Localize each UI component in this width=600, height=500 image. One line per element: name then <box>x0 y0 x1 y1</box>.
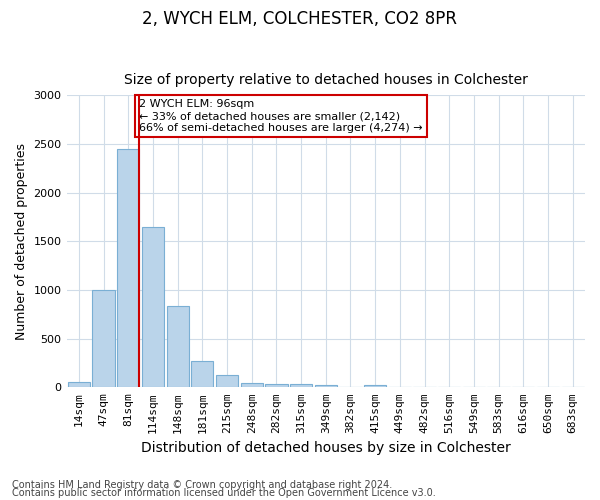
Bar <box>241 383 263 388</box>
Bar <box>117 148 139 388</box>
Bar <box>142 226 164 388</box>
Bar <box>364 385 386 388</box>
Bar <box>191 360 214 388</box>
X-axis label: Distribution of detached houses by size in Colchester: Distribution of detached houses by size … <box>141 441 511 455</box>
Text: Contains HM Land Registry data © Crown copyright and database right 2024.: Contains HM Land Registry data © Crown c… <box>12 480 392 490</box>
Y-axis label: Number of detached properties: Number of detached properties <box>15 142 28 340</box>
Text: 2 WYCH ELM: 96sqm
← 33% of detached houses are smaller (2,142)
66% of semi-detac: 2 WYCH ELM: 96sqm ← 33% of detached hous… <box>139 100 423 132</box>
Bar <box>216 374 238 388</box>
Bar <box>167 306 189 388</box>
Bar <box>265 384 287 388</box>
Bar <box>314 385 337 388</box>
Bar <box>92 290 115 388</box>
Title: Size of property relative to detached houses in Colchester: Size of property relative to detached ho… <box>124 73 528 87</box>
Text: Contains public sector information licensed under the Open Government Licence v3: Contains public sector information licen… <box>12 488 436 498</box>
Text: 2, WYCH ELM, COLCHESTER, CO2 8PR: 2, WYCH ELM, COLCHESTER, CO2 8PR <box>143 10 458 28</box>
Bar <box>68 382 90 388</box>
Bar <box>290 384 312 388</box>
